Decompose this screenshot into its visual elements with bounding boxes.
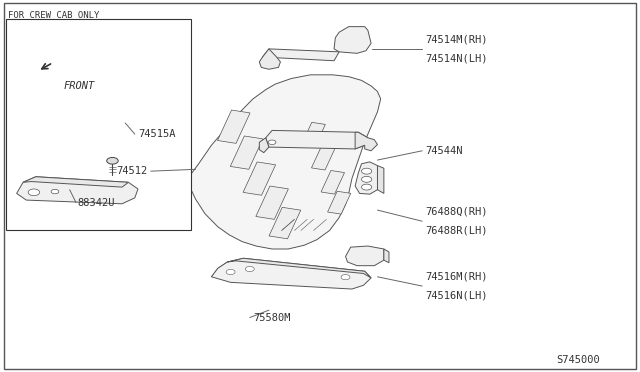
Circle shape (107, 157, 118, 164)
Text: 76488R(LH): 76488R(LH) (426, 225, 488, 235)
Text: 88342U: 88342U (77, 198, 115, 208)
Text: 74514M(RH): 74514M(RH) (426, 35, 488, 45)
Polygon shape (355, 132, 378, 151)
Polygon shape (302, 122, 325, 146)
Polygon shape (230, 136, 263, 169)
Polygon shape (211, 258, 371, 289)
Polygon shape (355, 162, 378, 194)
Polygon shape (189, 75, 381, 249)
Text: 74516M(RH): 74516M(RH) (426, 272, 488, 282)
Polygon shape (312, 147, 335, 170)
Polygon shape (384, 249, 389, 263)
Circle shape (362, 184, 372, 190)
Polygon shape (243, 162, 276, 195)
Text: 74515A: 74515A (138, 129, 175, 139)
Circle shape (28, 189, 40, 196)
Circle shape (341, 275, 350, 280)
Text: 74544N: 74544N (426, 146, 463, 156)
Circle shape (245, 266, 254, 272)
Text: 74512: 74512 (116, 166, 148, 176)
Text: FOR CREW CAB ONLY: FOR CREW CAB ONLY (8, 11, 100, 20)
Circle shape (362, 168, 372, 174)
Polygon shape (334, 27, 371, 53)
Circle shape (362, 176, 372, 182)
Polygon shape (266, 131, 368, 149)
Polygon shape (227, 258, 371, 278)
Text: 74514N(LH): 74514N(LH) (426, 53, 488, 63)
Circle shape (268, 140, 276, 144)
Polygon shape (259, 49, 280, 69)
Text: 74516N(LH): 74516N(LH) (426, 290, 488, 300)
Text: FRONT: FRONT (63, 81, 95, 91)
Text: S745000: S745000 (556, 355, 600, 365)
Polygon shape (256, 186, 289, 219)
Polygon shape (218, 110, 250, 143)
Polygon shape (328, 191, 351, 214)
Bar (6, 19, 191, 231)
Circle shape (51, 189, 59, 194)
Text: 76488Q(RH): 76488Q(RH) (426, 207, 488, 217)
Polygon shape (259, 138, 269, 153)
Polygon shape (269, 207, 301, 239)
Polygon shape (17, 177, 138, 204)
Circle shape (226, 269, 235, 275)
Text: 75580M: 75580M (253, 312, 291, 323)
Polygon shape (23, 177, 129, 187)
Polygon shape (262, 49, 339, 61)
Polygon shape (346, 246, 384, 266)
Polygon shape (321, 170, 344, 194)
Polygon shape (378, 166, 384, 193)
